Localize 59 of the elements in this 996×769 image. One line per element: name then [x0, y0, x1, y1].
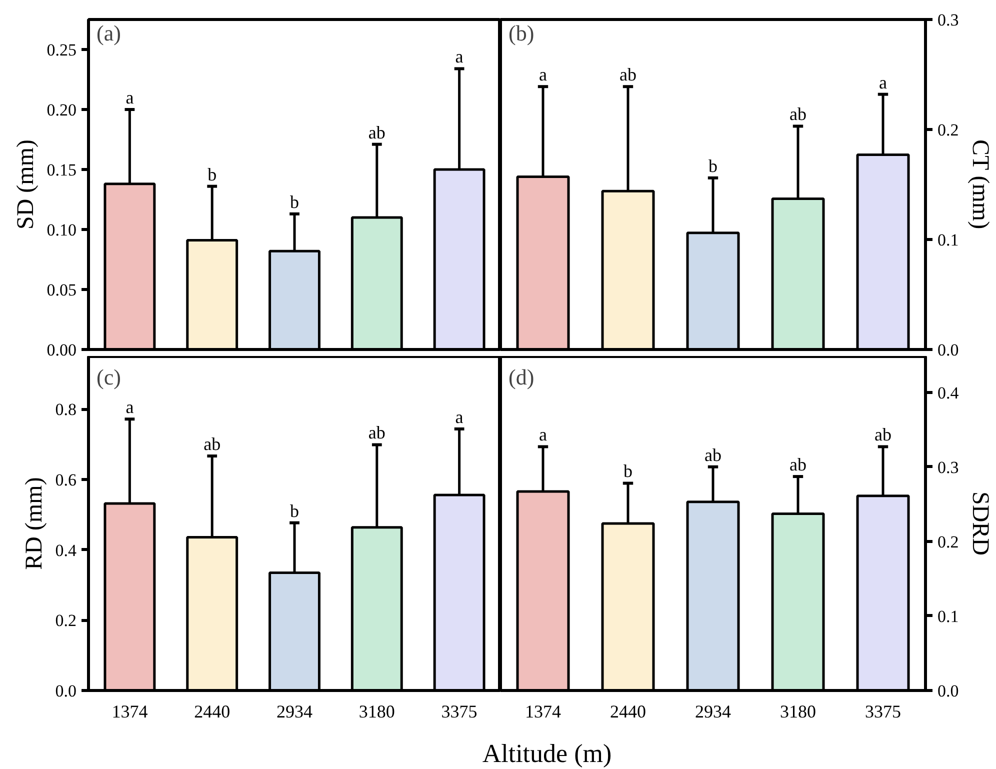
annotation: ab [874, 424, 892, 445]
annotation: ab [704, 444, 722, 465]
y-axis-title: SDRD [966, 491, 993, 556]
y-tick-label: 0.3 [938, 458, 959, 477]
annotation: b [290, 500, 299, 521]
y-tick-label: 0.0 [55, 682, 76, 700]
y-tick-label: 0.0 [938, 682, 959, 700]
annotation: a [126, 88, 134, 108]
y-tick-label: 0.20 [46, 100, 76, 120]
x-tick-label: 3180 [780, 702, 816, 722]
annotation: ab [204, 434, 221, 454]
annotation: (a) [96, 20, 121, 46]
x-tick-label: 3375 [441, 702, 478, 722]
annotation: a [539, 64, 548, 85]
x-axis-title: Altitude (m) [482, 738, 612, 769]
annotation: ab [790, 104, 807, 124]
x-tick-label: 1374 [112, 702, 148, 722]
annotation: a [539, 424, 548, 445]
annotation: b [208, 164, 217, 184]
y-tick-label: 0.25 [46, 40, 76, 60]
y-tick-label: 0.00 [46, 340, 76, 360]
y-tick-label: 0.2 [938, 532, 959, 552]
y-tick-label: 0.8 [55, 400, 76, 420]
annotation: b [624, 461, 632, 482]
x-tick-label: 2934 [276, 702, 312, 722]
annotation: (b) [508, 20, 534, 46]
annotation: ab [368, 422, 386, 443]
y-tick-label: 0.6 [55, 470, 76, 490]
annotation: a [455, 46, 464, 67]
annotation: a [126, 397, 134, 418]
y-axis-title: SD (mm) [12, 140, 39, 230]
annotation: b [290, 192, 299, 212]
x-tick-label: 2440 [194, 702, 230, 722]
y-axis-title: RD (mm) [21, 477, 48, 570]
y-axis-title: CT (mm) [966, 140, 993, 230]
y-tick-label: 0.0 [938, 340, 959, 360]
y-tick-label: 0.1 [938, 606, 959, 626]
annotation: a [879, 72, 888, 92]
annotation: ab [620, 64, 637, 85]
y-tick-label: 0.1 [938, 230, 959, 250]
annotation: (c) [96, 364, 121, 390]
x-tick-label: 2934 [695, 702, 731, 722]
y-tick-label: 0.3 [938, 10, 959, 30]
x-tick-label: 2440 [610, 702, 646, 722]
annotation: ab [368, 122, 386, 142]
y-tick-label: 0.15 [46, 160, 76, 180]
y-tick-label: 0.4 [55, 540, 77, 560]
y-tick-label: 0.10 [46, 220, 76, 240]
annotation: b [708, 156, 718, 176]
x-tick-label: 3180 [358, 702, 395, 722]
y-tick-label: 0.05 [46, 280, 76, 300]
annotation: ab [790, 454, 807, 475]
y-tick-label: 0.2 [938, 120, 959, 140]
x-tick-label: 3375 [865, 702, 901, 722]
annotation: a [455, 406, 464, 427]
x-tick-label: 1374 [525, 702, 561, 722]
y-tick-label: 0.2 [55, 611, 76, 630]
y-tick-label: 0.4 [938, 383, 960, 402]
annotation: (d) [508, 364, 534, 390]
